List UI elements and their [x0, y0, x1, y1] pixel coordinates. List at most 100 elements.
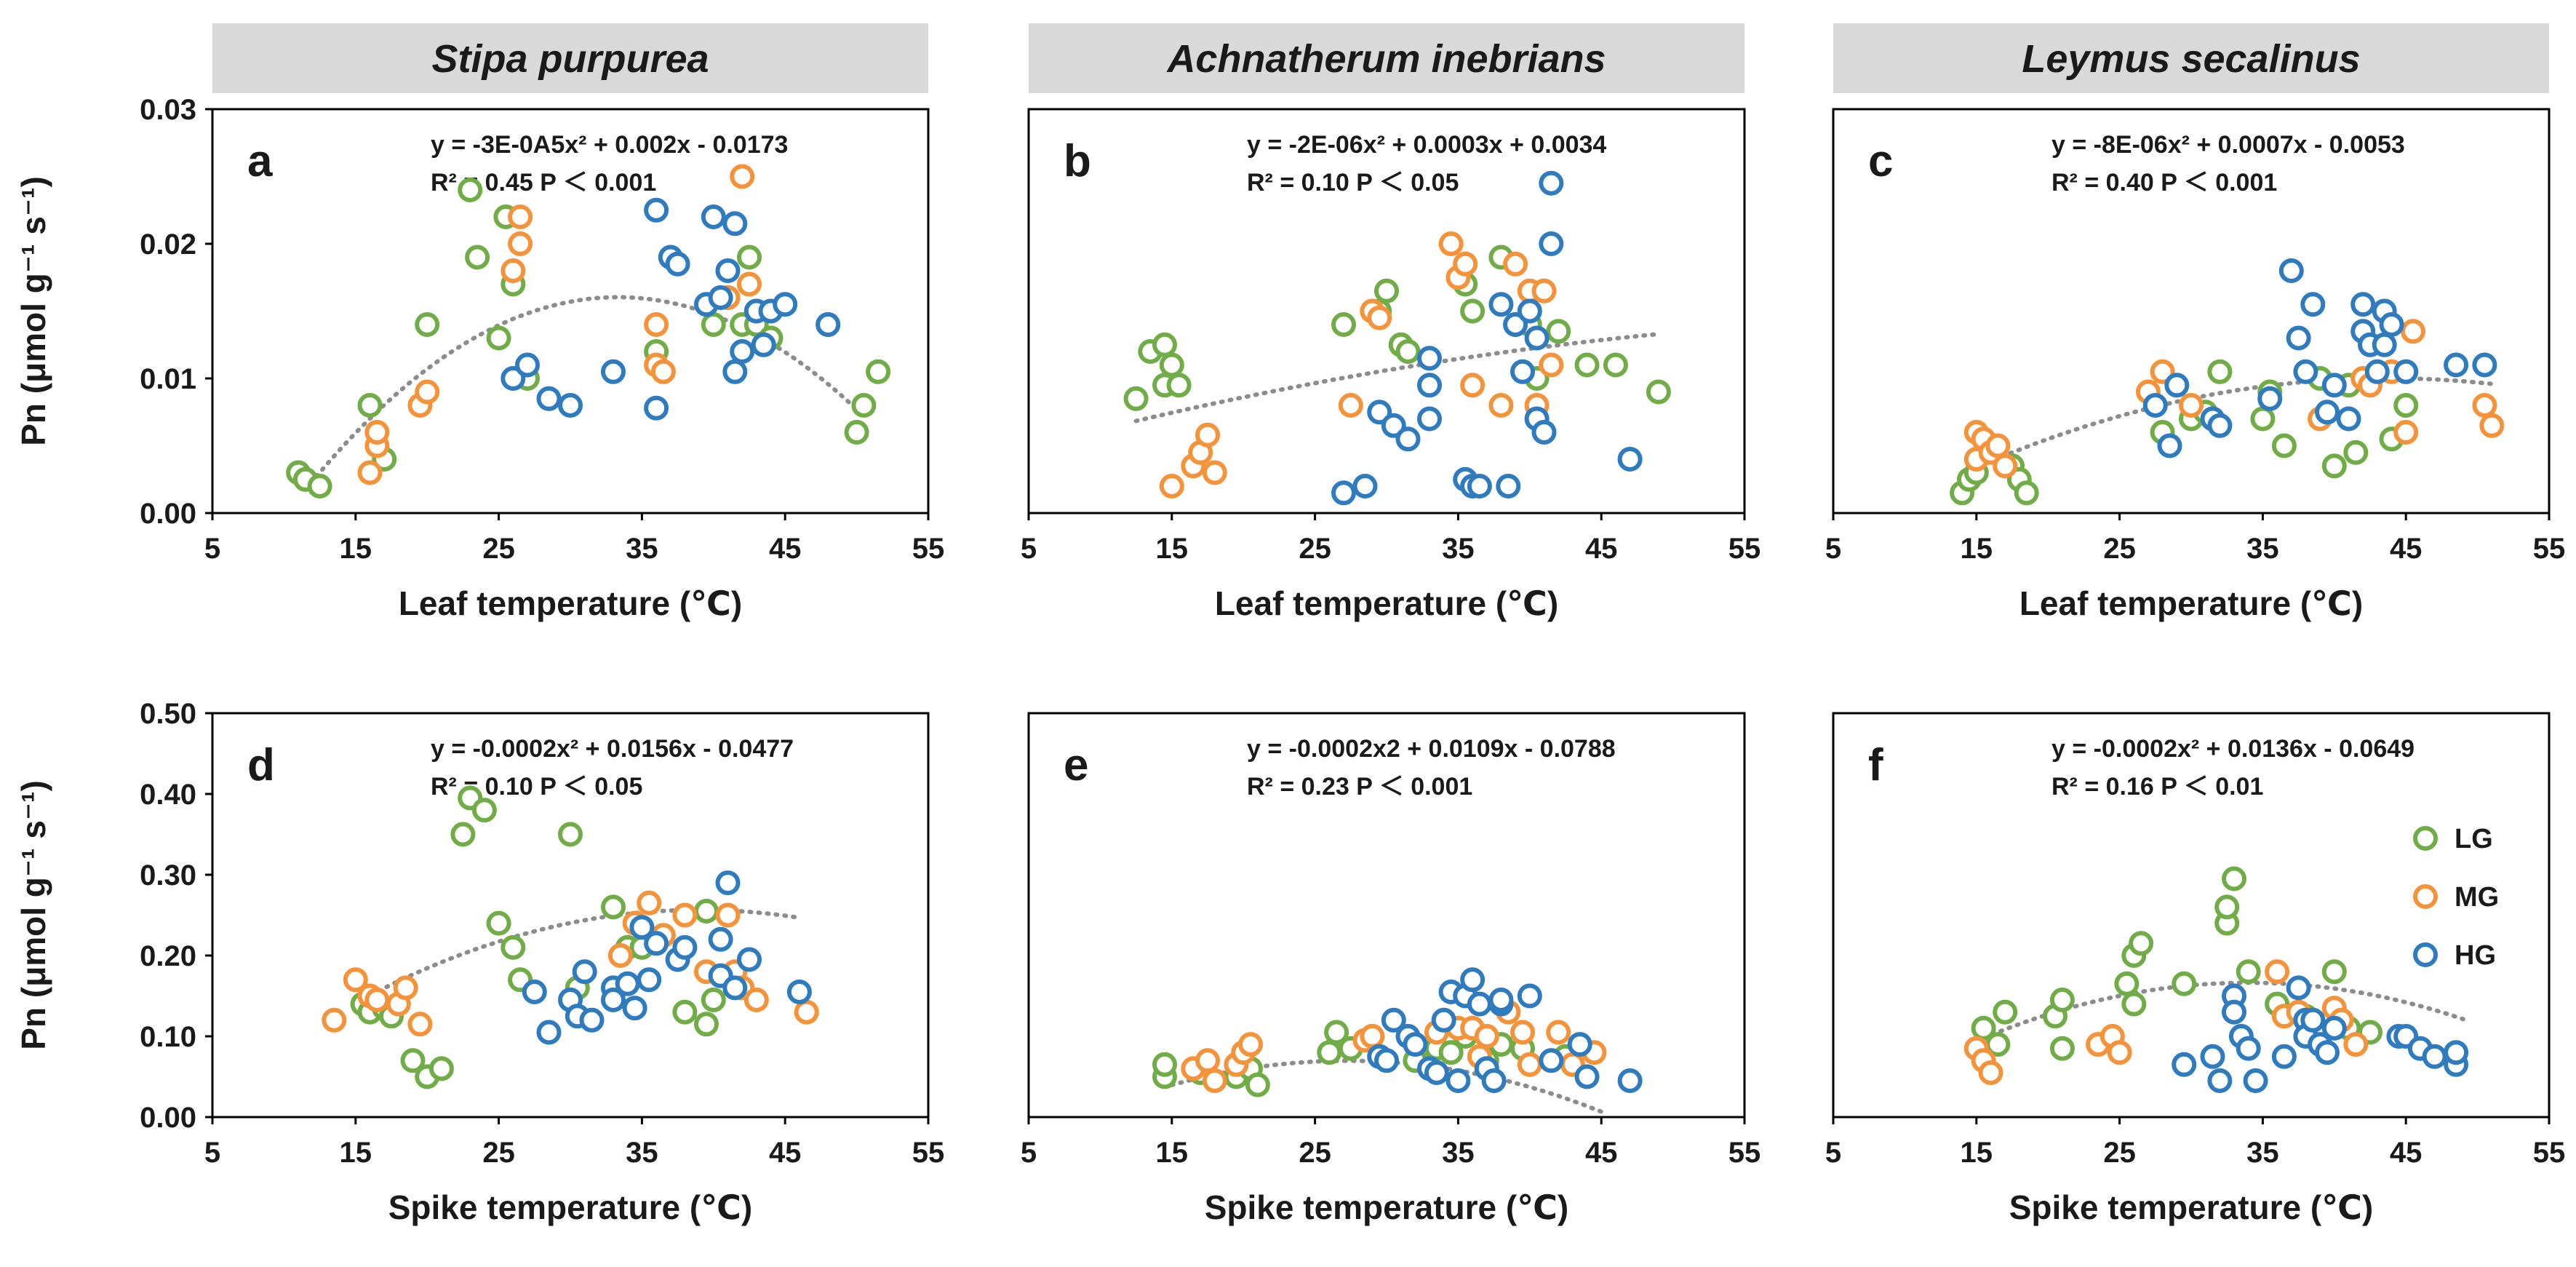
x-tick-label: 5 — [1021, 1137, 1037, 1169]
point-hg — [2350, 292, 2376, 317]
x-tick-label: 5 — [204, 1137, 220, 1169]
point-hg — [2286, 975, 2311, 1001]
plot-frame — [1832, 108, 2551, 515]
plot-frame — [211, 712, 930, 1119]
legend-marker-mg — [2413, 884, 2438, 909]
point-mg — [743, 988, 769, 1012]
point-hg — [2157, 433, 2182, 458]
panel-e: e y = -0.0002x2 + 0.0109x - 0.0788 R² = 0.… — [1021, 712, 1760, 1226]
x-axis-title: Spike temperature (℃) — [2009, 1188, 2374, 1226]
point-lg — [2049, 1036, 2075, 1061]
x-tick-label: 25 — [2103, 533, 2136, 565]
x-tick-label: 25 — [482, 1137, 515, 1169]
point-mg — [1159, 474, 1184, 499]
point-hg — [622, 996, 647, 1021]
point-hg — [615, 971, 640, 996]
panel-letter: f — [1868, 740, 1883, 790]
regression-equation: y = -0.0002x² + 0.0136x - 0.0649 — [2051, 735, 2414, 763]
point-lg — [2207, 359, 2233, 384]
point-hg — [1510, 359, 1535, 384]
point-hg — [579, 1007, 605, 1033]
point-lg — [307, 474, 332, 499]
point-hg — [644, 931, 669, 956]
point-hg — [2321, 373, 2347, 398]
point-lg — [1152, 332, 1177, 357]
point-hg — [2271, 1044, 2297, 1069]
point-lg — [851, 393, 877, 418]
point-mg — [1993, 453, 2018, 479]
point-hg — [644, 395, 669, 421]
point-mg — [508, 204, 533, 229]
point-hg — [1488, 292, 1514, 317]
point-hg — [2300, 292, 2326, 317]
point-hg — [2364, 359, 2390, 384]
point-hg — [1617, 447, 1643, 472]
point-lg — [1603, 352, 1628, 378]
panel-c: Leymus secalinus c y = -8E-06x² + 0.0007x … — [1825, 23, 2565, 622]
x-tick-label: 55 — [912, 1137, 945, 1169]
point-hg — [2164, 373, 2190, 398]
point-hg — [644, 197, 669, 223]
x-tick-label: 35 — [626, 1137, 658, 1169]
legend-marker-lg — [2413, 826, 2438, 851]
point-hg — [1331, 480, 1356, 506]
y-tick-label: 0.00 — [140, 1102, 196, 1134]
point-mg — [1474, 1024, 1499, 1049]
point-mg — [1367, 305, 1392, 330]
point-lg — [450, 822, 476, 847]
point-mg — [364, 988, 390, 1012]
species-header: Leymus secalinus — [2022, 37, 2360, 81]
point-hg — [1352, 474, 1378, 499]
point-mg — [2401, 319, 2425, 344]
point-hg — [1417, 346, 1442, 371]
point-hg — [1539, 231, 1564, 256]
x-axis-title: Leaf temperature (℃) — [399, 584, 742, 622]
point-lg — [2321, 959, 2347, 985]
point-lg — [2121, 991, 2147, 1017]
point-mg — [2472, 393, 2497, 418]
legend-label-lg: LG — [2455, 824, 2493, 854]
point-mg — [1985, 433, 2011, 458]
point-lg — [601, 894, 626, 920]
x-tick-label: 45 — [2390, 1137, 2423, 1169]
point-lg — [2343, 440, 2369, 465]
point-mg — [650, 359, 676, 384]
regression-stats: R² = 0.10 P ＜ 0.05 — [1247, 169, 1459, 196]
point-hg — [2243, 1068, 2268, 1093]
x-tick-label: 15 — [1961, 1137, 1993, 1169]
point-mg — [1195, 1048, 1220, 1073]
point-mg — [2107, 1040, 2132, 1065]
point-lg — [2321, 453, 2347, 479]
point-lg — [1993, 999, 2018, 1025]
point-hg — [722, 975, 748, 1001]
point-lg — [1123, 386, 1149, 411]
point-hg — [1517, 983, 1542, 1009]
species-header-box — [1833, 23, 2549, 93]
point-hg — [672, 934, 698, 960]
point-hg — [751, 332, 776, 357]
panel-letter: a — [247, 136, 273, 186]
point-lg — [1460, 298, 1486, 324]
plot-frame — [1027, 108, 1746, 515]
point-hg — [1539, 170, 1564, 196]
point-hg — [2379, 312, 2404, 337]
point-hg — [715, 258, 741, 283]
point-hg — [1367, 400, 1392, 425]
point-hg — [2300, 1007, 2326, 1033]
x-tick-label: 55 — [912, 533, 945, 565]
point-hg — [515, 352, 540, 378]
point-hg — [773, 292, 798, 317]
regression-stats: R² = 0.40 P ＜ 0.001 — [2051, 169, 2277, 196]
point-hg — [2207, 413, 2233, 438]
point-lg — [1646, 379, 1671, 405]
plot-frame — [1027, 712, 1746, 1119]
point-hg — [1417, 373, 1442, 398]
point-hg — [1431, 1007, 1456, 1033]
panel-letter: b — [1064, 136, 1091, 186]
point-hg — [1467, 474, 1492, 499]
panel-a: Stipa purpurea a y = -3E-0A5x² + 0.002x - … — [15, 23, 944, 622]
point-mg — [2479, 413, 2505, 438]
point-hg — [2207, 1068, 2233, 1093]
x-tick-label: 45 — [2390, 533, 2423, 565]
